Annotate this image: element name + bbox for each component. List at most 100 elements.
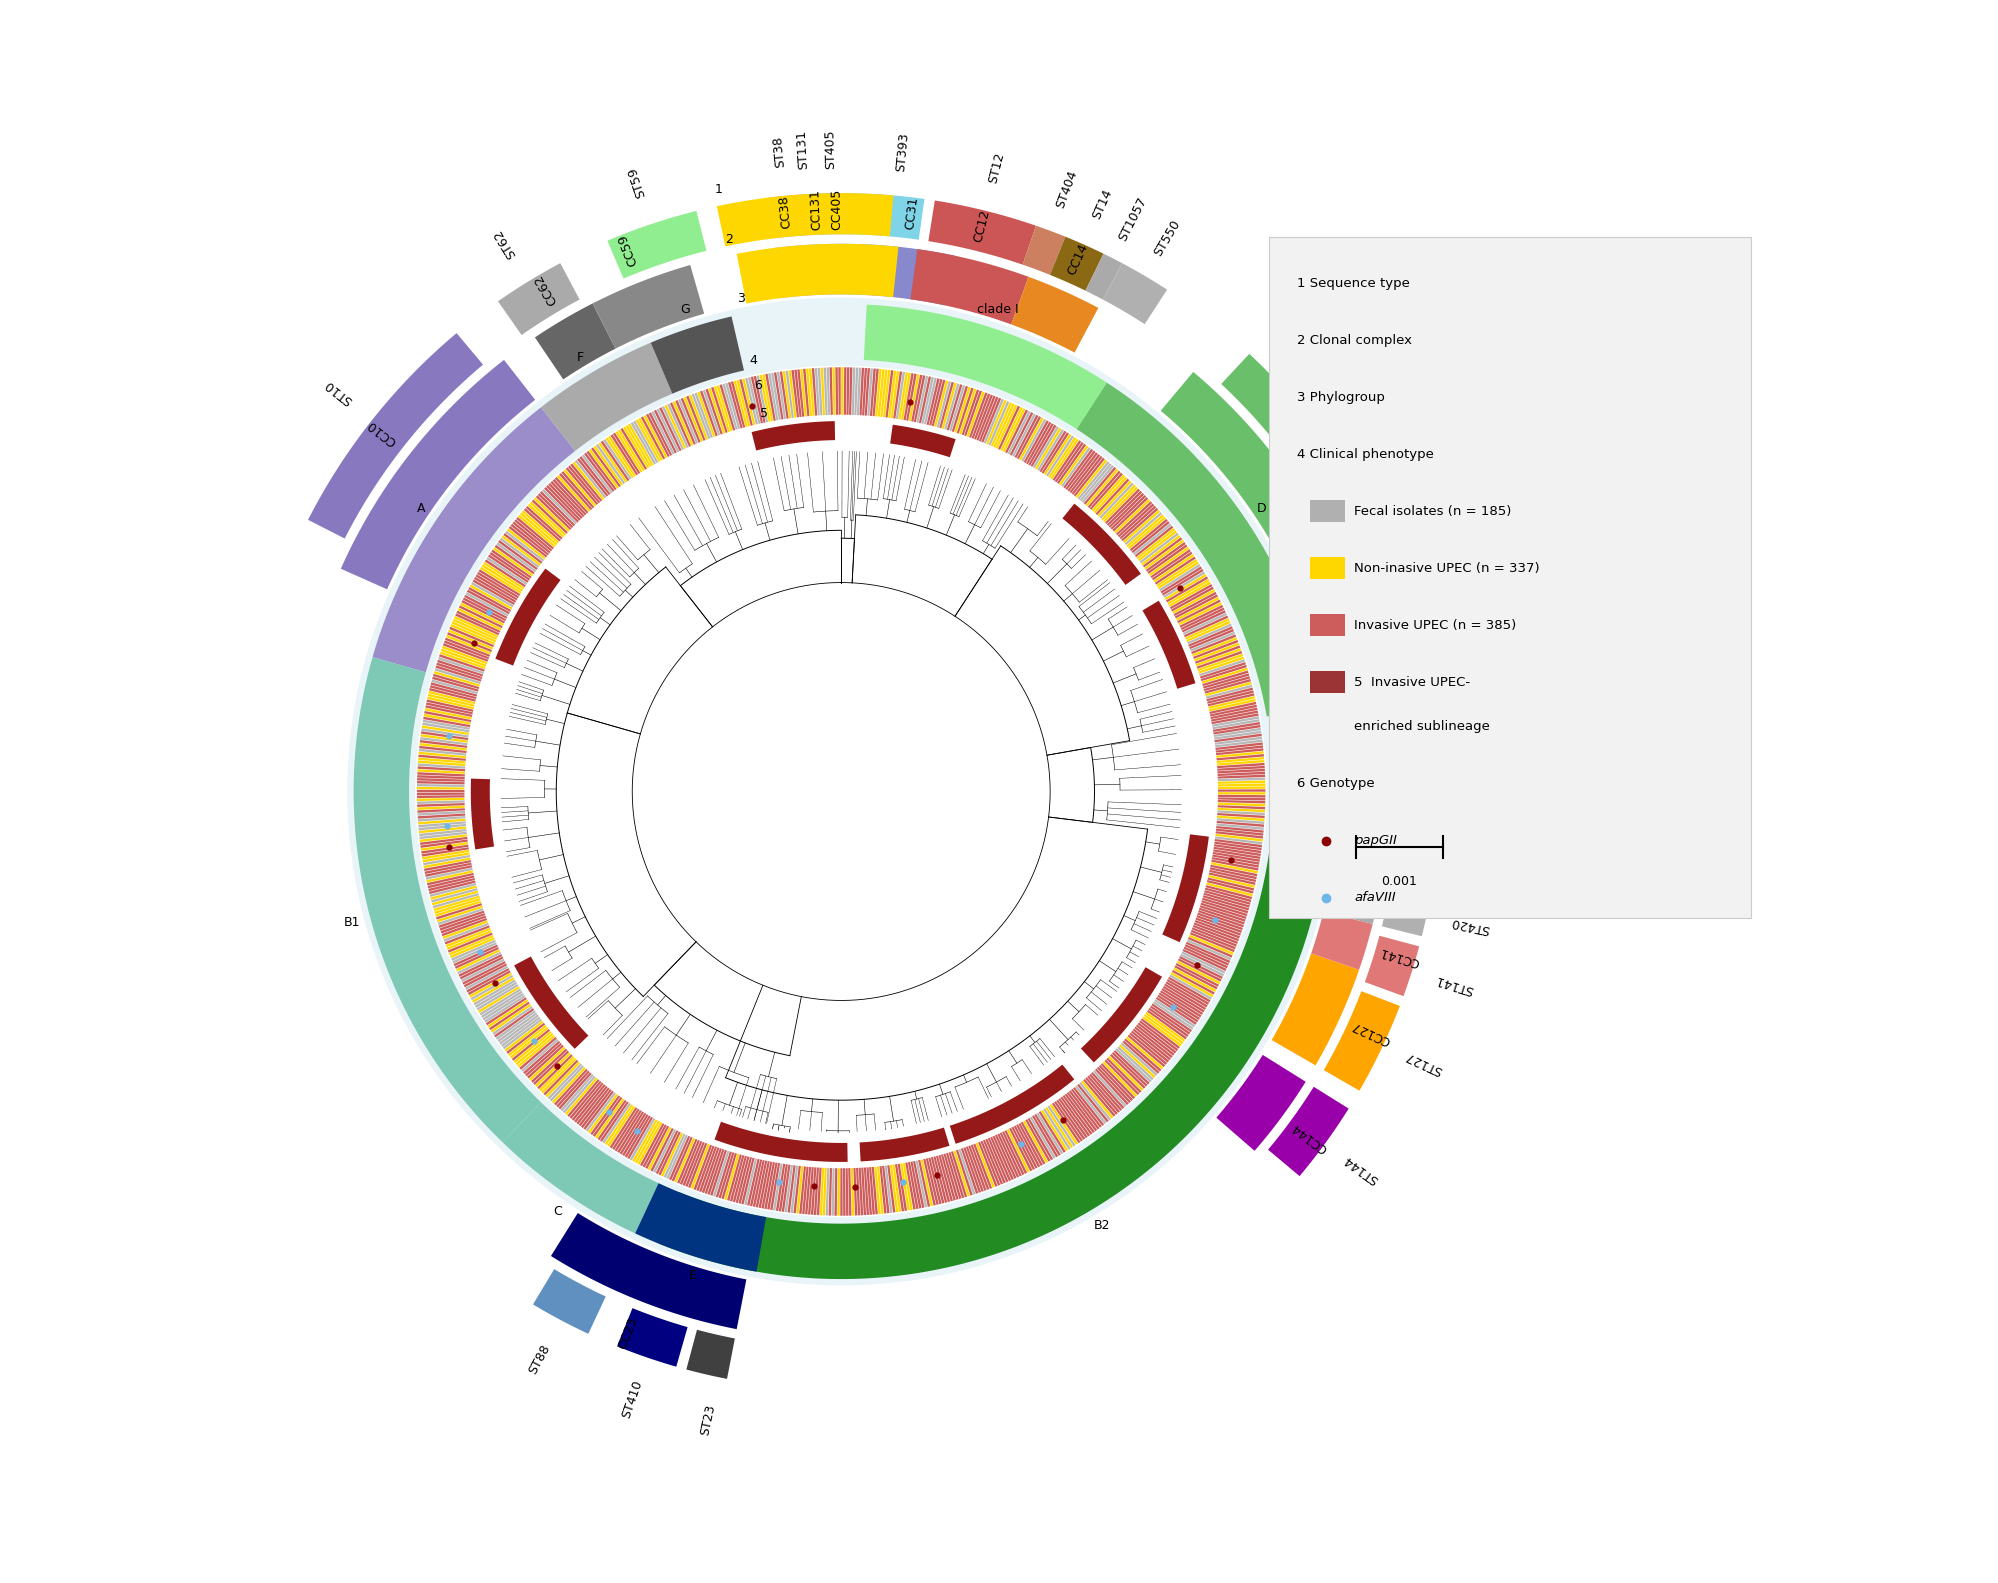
Polygon shape: [424, 860, 472, 871]
Polygon shape: [1215, 836, 1263, 844]
Polygon shape: [482, 993, 523, 1021]
Polygon shape: [503, 1019, 541, 1050]
Polygon shape: [1125, 513, 1161, 545]
Polygon shape: [1049, 1103, 1077, 1145]
FancyBboxPatch shape: [1269, 237, 1750, 918]
Polygon shape: [1095, 478, 1129, 514]
Polygon shape: [561, 472, 593, 508]
Polygon shape: [695, 1146, 713, 1190]
Polygon shape: [669, 402, 691, 446]
Polygon shape: [687, 1143, 707, 1187]
Polygon shape: [1075, 459, 1107, 499]
Polygon shape: [1077, 1084, 1109, 1122]
Polygon shape: [444, 641, 490, 659]
Polygon shape: [711, 386, 727, 432]
Polygon shape: [494, 545, 533, 575]
Polygon shape: [422, 722, 470, 733]
Polygon shape: [899, 1164, 909, 1211]
Polygon shape: [527, 1045, 563, 1078]
Polygon shape: [1075, 1086, 1107, 1124]
Polygon shape: [1143, 600, 1195, 689]
Polygon shape: [420, 831, 468, 839]
Polygon shape: [503, 533, 541, 564]
Polygon shape: [470, 584, 511, 609]
Polygon shape: [973, 394, 993, 440]
Polygon shape: [446, 635, 492, 654]
Polygon shape: [665, 1135, 687, 1179]
Polygon shape: [963, 1148, 981, 1194]
Polygon shape: [1209, 864, 1257, 877]
Polygon shape: [418, 784, 464, 787]
Polygon shape: [671, 400, 693, 446]
Polygon shape: [869, 1167, 875, 1214]
Polygon shape: [1217, 763, 1265, 768]
Polygon shape: [737, 244, 897, 304]
Polygon shape: [470, 975, 513, 1000]
Polygon shape: [1187, 624, 1231, 644]
Polygon shape: [1161, 834, 1209, 942]
Polygon shape: [418, 806, 466, 810]
Polygon shape: [1053, 1102, 1083, 1141]
Polygon shape: [1019, 418, 1043, 461]
Polygon shape: [1177, 600, 1221, 624]
Polygon shape: [635, 1183, 765, 1271]
Polygon shape: [825, 367, 829, 415]
Polygon shape: [424, 708, 472, 720]
Polygon shape: [1271, 953, 1359, 1065]
Polygon shape: [440, 915, 486, 934]
Polygon shape: [418, 763, 466, 769]
Polygon shape: [440, 654, 484, 671]
Polygon shape: [937, 1156, 953, 1201]
Polygon shape: [442, 646, 488, 665]
Polygon shape: [717, 385, 733, 431]
Polygon shape: [1137, 529, 1175, 559]
Polygon shape: [519, 513, 557, 546]
Polygon shape: [1003, 1130, 1027, 1175]
Polygon shape: [418, 790, 464, 792]
Polygon shape: [697, 391, 715, 437]
Text: 1: 1: [715, 184, 723, 196]
Polygon shape: [1093, 1070, 1127, 1107]
Text: ST23: ST23: [697, 1404, 717, 1437]
Polygon shape: [507, 1024, 547, 1056]
Polygon shape: [535, 1053, 571, 1088]
Polygon shape: [727, 1154, 741, 1201]
Polygon shape: [1095, 1069, 1129, 1105]
Polygon shape: [478, 986, 519, 1013]
Polygon shape: [533, 497, 569, 532]
Polygon shape: [1071, 456, 1103, 495]
Polygon shape: [683, 397, 703, 442]
Polygon shape: [699, 1146, 717, 1192]
Polygon shape: [509, 524, 549, 556]
Polygon shape: [420, 742, 468, 750]
Polygon shape: [1213, 725, 1261, 735]
Polygon shape: [763, 1162, 775, 1209]
Polygon shape: [480, 988, 521, 1015]
Polygon shape: [677, 399, 697, 443]
Polygon shape: [442, 920, 488, 939]
Polygon shape: [1155, 997, 1197, 1024]
Text: enriched sublineage: enriched sublineage: [1353, 720, 1489, 733]
Polygon shape: [941, 1154, 955, 1200]
Polygon shape: [1105, 489, 1139, 524]
Polygon shape: [775, 1164, 785, 1211]
Polygon shape: [1201, 902, 1247, 920]
Polygon shape: [713, 1122, 847, 1162]
Polygon shape: [1097, 481, 1131, 516]
Polygon shape: [779, 1164, 787, 1211]
Polygon shape: [1215, 742, 1263, 750]
Polygon shape: [496, 1010, 535, 1040]
Polygon shape: [913, 375, 925, 423]
Polygon shape: [883, 370, 889, 418]
Polygon shape: [605, 437, 633, 478]
Polygon shape: [939, 382, 953, 429]
Polygon shape: [1089, 473, 1123, 510]
Polygon shape: [891, 1165, 901, 1213]
Polygon shape: [1211, 711, 1257, 722]
Polygon shape: [418, 823, 466, 831]
Polygon shape: [953, 386, 971, 432]
Polygon shape: [1129, 519, 1167, 551]
Polygon shape: [438, 905, 484, 923]
Polygon shape: [793, 369, 801, 416]
Polygon shape: [1203, 673, 1249, 689]
